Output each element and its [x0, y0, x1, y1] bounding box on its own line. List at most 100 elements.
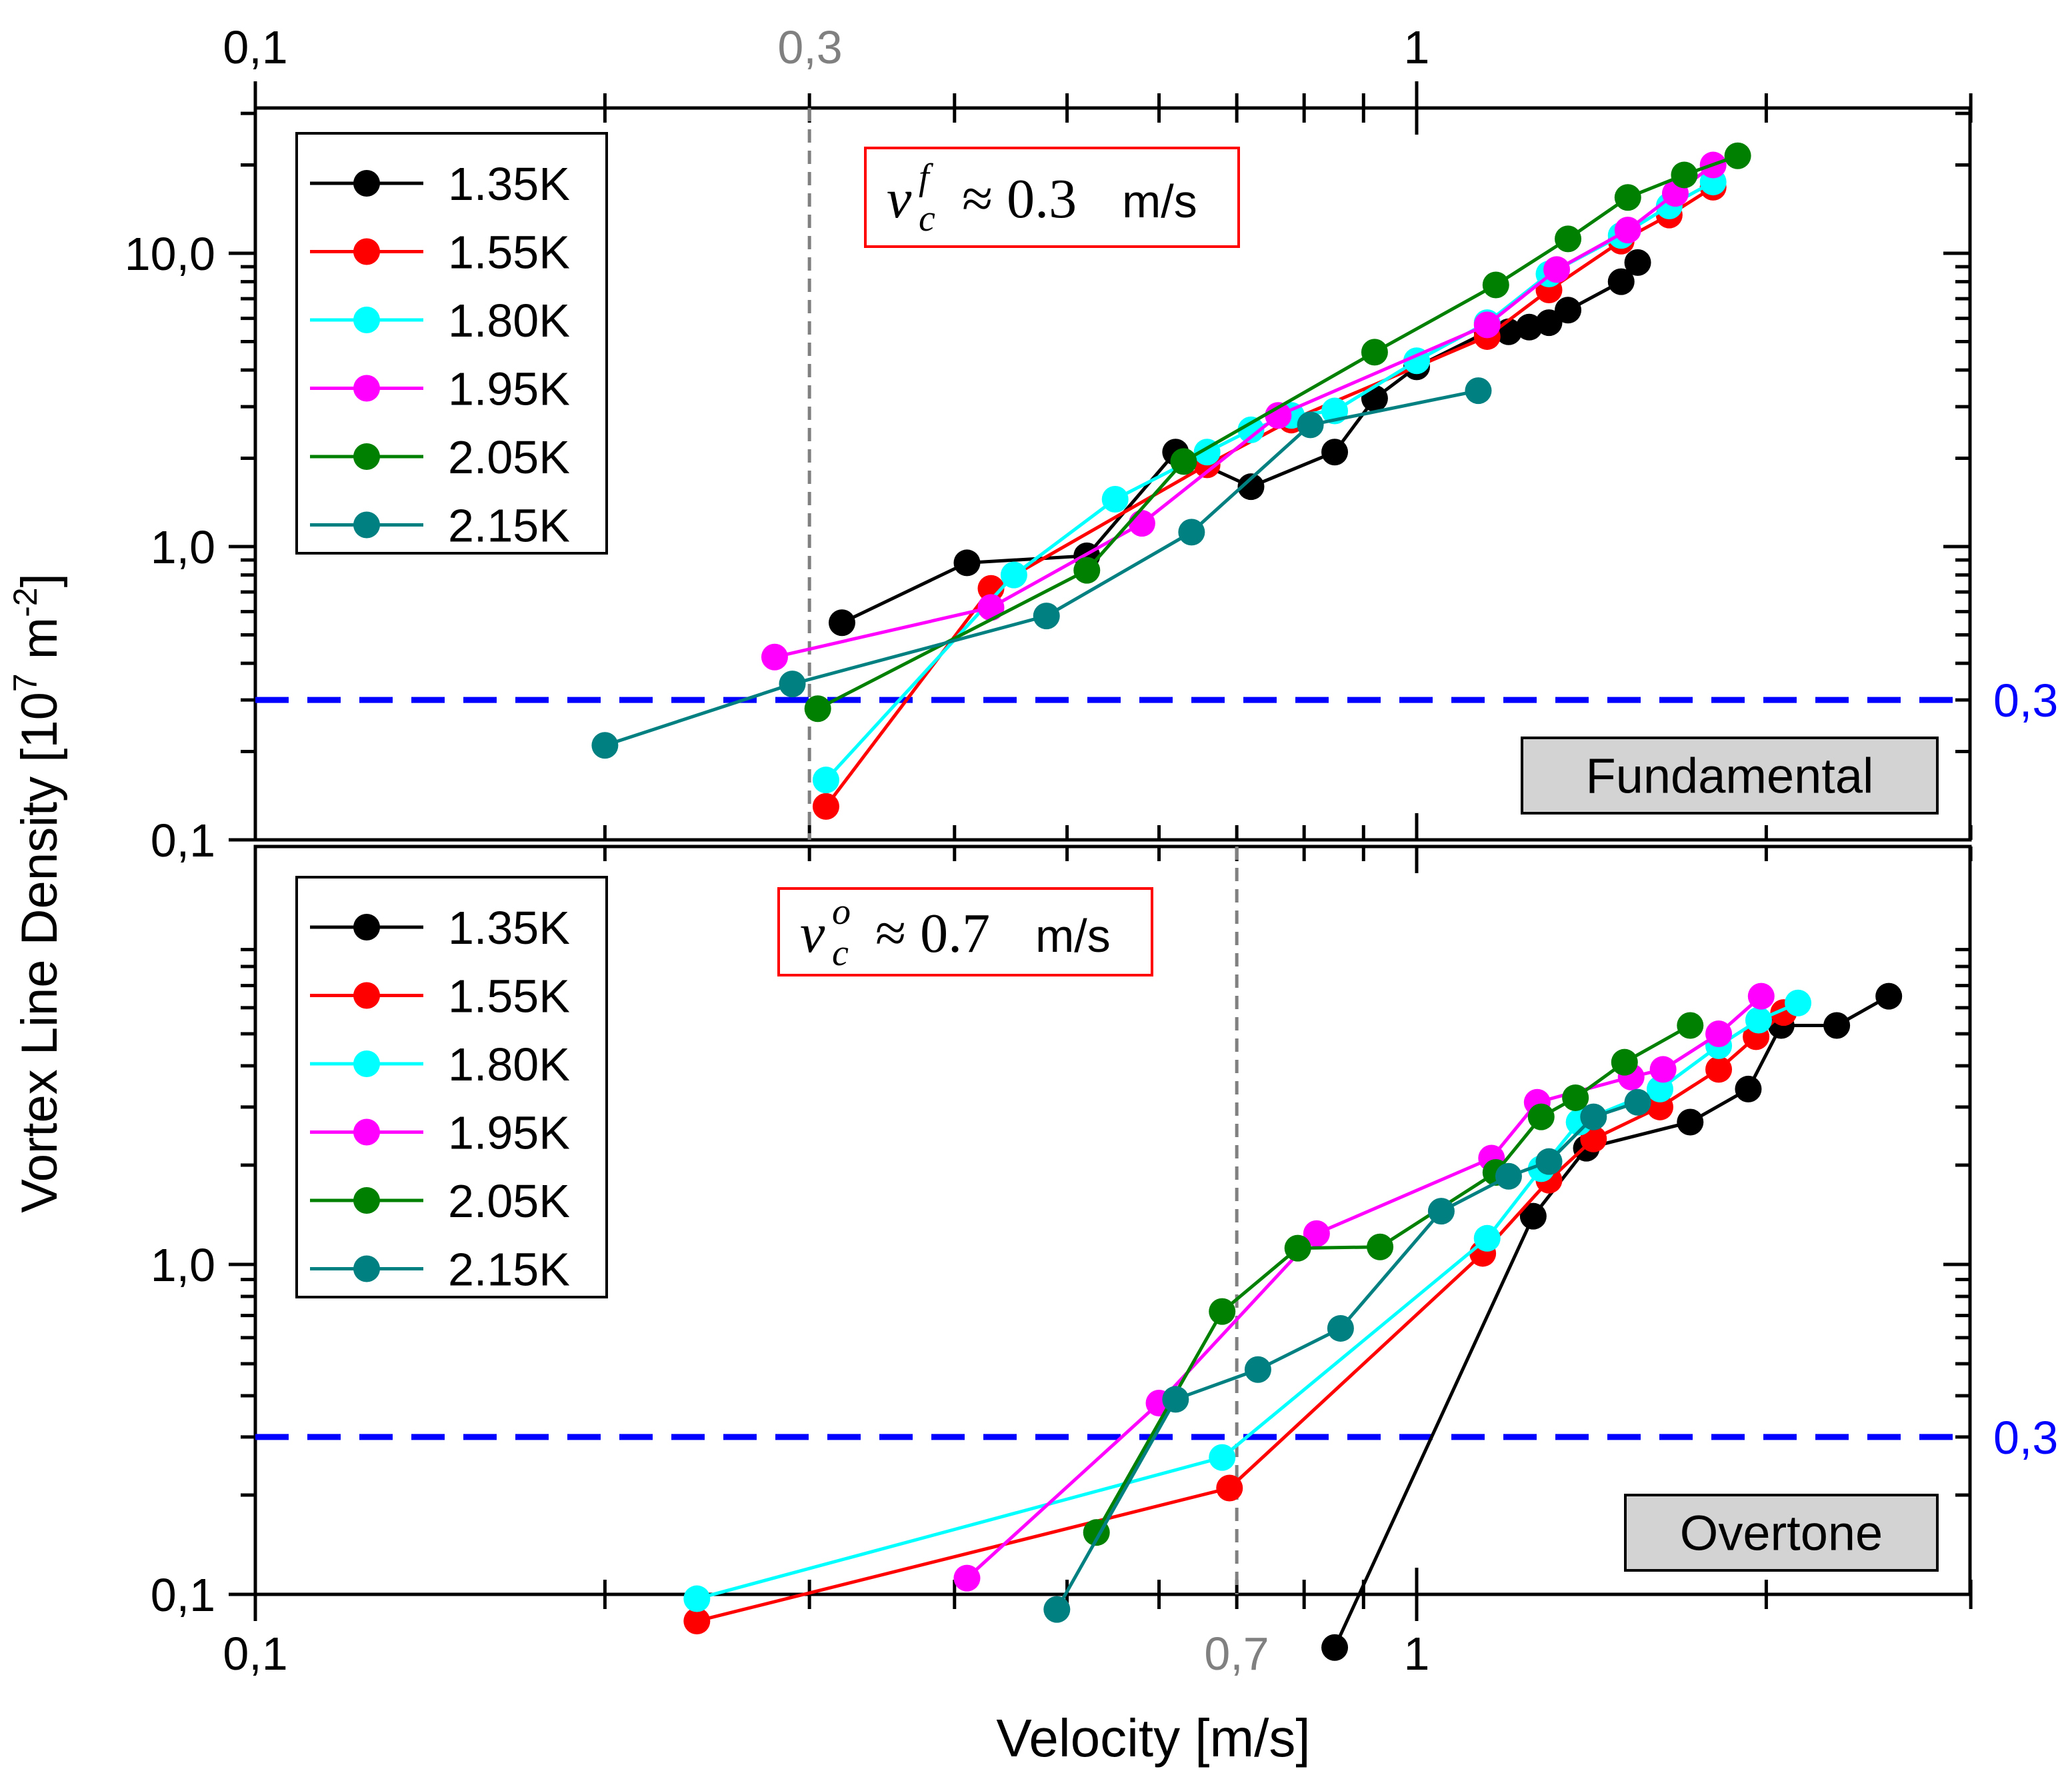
- data-point: [1237, 416, 1265, 443]
- data-point: [1162, 1386, 1189, 1413]
- series-2.05K: [804, 142, 1751, 723]
- data-point: [1237, 473, 1265, 501]
- data-point: [1535, 1148, 1563, 1175]
- series-line: [1095, 1024, 1691, 1534]
- annotation-unit: m/s: [1122, 175, 1197, 227]
- panel-label-text: Fundamental: [1586, 749, 1874, 804]
- data-point: [1367, 1233, 1394, 1260]
- legend-marker: [353, 238, 380, 265]
- annotation-sub: c: [832, 932, 849, 974]
- data-point: [1624, 1088, 1651, 1116]
- data-point: [1043, 1596, 1071, 1623]
- legend: 1.35K 1.55K 1.80K 1.95K 2.05K 2.15K: [295, 876, 608, 1298]
- y-tick-label: 1,0: [151, 1239, 215, 1291]
- legend-box: [295, 876, 608, 1298]
- data-point: [1611, 1048, 1638, 1076]
- data-point: [1495, 1162, 1522, 1190]
- data-point: [1527, 1103, 1555, 1130]
- legend-marker: [353, 1050, 380, 1077]
- data-point: [1614, 184, 1641, 211]
- data-point: [1170, 448, 1197, 475]
- annotation-box: [864, 147, 1240, 248]
- legend-label: 2.15K: [448, 1244, 570, 1296]
- y-tick-label: 0,1: [151, 815, 215, 867]
- annotation-sub: c: [919, 198, 935, 239]
- data-point: [1607, 268, 1635, 295]
- legend-label: 1.95K: [448, 363, 570, 415]
- legend-marker: [353, 982, 380, 1009]
- legend-marker: [353, 1255, 380, 1282]
- data-point: [1745, 1006, 1772, 1034]
- legend-label: 1.55K: [448, 970, 570, 1022]
- legend-label: 2.15K: [448, 500, 570, 552]
- annotation-unit: m/s: [1035, 910, 1111, 962]
- data-point: [1649, 1056, 1677, 1083]
- annotation-value: ≈ 0.7: [875, 902, 990, 964]
- data-point: [1101, 485, 1129, 513]
- data-point: [779, 671, 806, 698]
- y-axis-label: Vortex Line Density [107 m-2]: [7, 573, 68, 1212]
- panel-fundamental: 0,1 1,0 10,0 0,3 1.35K 1.55K 1.80K 1.95K 2.05K 2.…: [125, 81, 2058, 867]
- legend-marker: [353, 1118, 380, 1146]
- series-2.15K: [1043, 1088, 1651, 1623]
- critical-velocity-annotation: v oc ≈ 0.7 m/s: [777, 887, 1153, 976]
- data-point: [1677, 1012, 1704, 1039]
- series-line: [825, 180, 1714, 781]
- x-axis-label: Velocity [m/s]: [996, 1708, 1310, 1768]
- data-point: [683, 1608, 711, 1635]
- data-point: [1128, 510, 1155, 537]
- annotation-symbol: v: [887, 168, 912, 230]
- data-point: [1482, 271, 1509, 299]
- data-point: [1321, 1634, 1349, 1661]
- data-point: [1785, 989, 1812, 1016]
- threshold-label: 0,3: [1993, 1412, 2058, 1464]
- data-point: [1361, 339, 1388, 366]
- annotation-value: ≈ 0.3: [962, 168, 1077, 230]
- legend-label: 1.35K: [448, 902, 570, 954]
- legend-label: 1.80K: [448, 295, 570, 347]
- data-point: [683, 1585, 711, 1612]
- series-2.15K: [591, 377, 1492, 759]
- legend-label: 1.55K: [448, 227, 570, 279]
- data-point: [1321, 439, 1349, 466]
- legend-marker: [353, 443, 380, 470]
- legend-marker: [353, 914, 380, 940]
- series-2.05K: [1083, 1012, 1704, 1546]
- data-point: [953, 1564, 981, 1592]
- data-point: [1216, 1474, 1243, 1502]
- series-1.35K: [828, 249, 1651, 637]
- legend-label: 1.95K: [448, 1107, 570, 1159]
- data-point: [1535, 309, 1563, 337]
- data-point: [1724, 142, 1751, 169]
- data-point: [1465, 377, 1492, 405]
- legend-label: 2.05K: [448, 1175, 570, 1227]
- data-point: [804, 695, 831, 723]
- legend-label: 1.80K: [448, 1038, 570, 1090]
- threshold-label: 0,3: [1993, 675, 2058, 727]
- bottom-tick-label-0.1: 0,1: [223, 1628, 287, 1680]
- data-point: [1543, 256, 1571, 283]
- bottom-tick-label-0.7: 0,7: [1204, 1628, 1269, 1680]
- data-point: [1735, 1075, 1762, 1102]
- series-1.55K: [812, 173, 1727, 820]
- data-point: [1000, 561, 1027, 589]
- data-point: [1327, 1314, 1354, 1342]
- data-point: [1677, 1108, 1704, 1136]
- legend: 1.35K 1.55K 1.80K 1.95K 2.05K 2.15K: [295, 132, 608, 555]
- data-point: [1555, 225, 1582, 253]
- data-point: [812, 767, 839, 794]
- annotation-sup: o: [832, 891, 851, 932]
- data-point: [1473, 1224, 1501, 1252]
- data-point: [1209, 1298, 1236, 1325]
- data-point: [1209, 1444, 1236, 1471]
- y-tick-label: 10,0: [125, 228, 215, 280]
- panel-label: Overtone: [1624, 1494, 1939, 1572]
- panel-label-box: [1624, 1494, 1939, 1572]
- data-point: [1624, 249, 1651, 276]
- top-tick-label-1: 1: [1404, 21, 1430, 73]
- plot-frame: [253, 106, 1972, 842]
- panel-label-text: Overtone: [1680, 1506, 1883, 1561]
- legend-marker: [353, 170, 380, 197]
- bottom-tick-label-1: 1: [1404, 1628, 1430, 1680]
- data-point: [1555, 297, 1582, 324]
